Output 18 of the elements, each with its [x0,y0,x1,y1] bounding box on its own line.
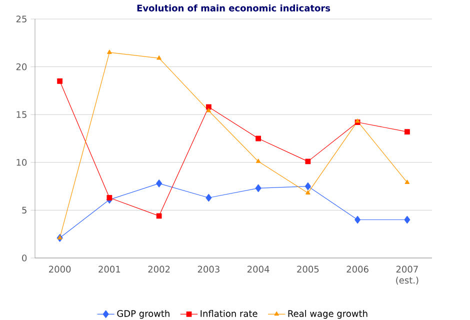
x-tick-label: 2002 [148,266,170,273]
legend-label: Real wage growth [288,310,368,319]
x-tick-label: 2006 [346,266,368,273]
y-tick-label: 25 [16,16,26,22]
y-tick-label: 0 [22,254,27,262]
x-tick-label: 2004 [248,266,270,273]
x-tick-label: 2007 (est.) [396,266,418,285]
x-tick-label: 2005 [297,266,319,273]
legend-label: GDP growth [117,310,170,319]
y-tick-label: 5 [22,206,26,214]
legend-label: Inflation rate [200,310,258,317]
y-tick-label: 15 [16,111,26,118]
y-tick-label: 20 [16,63,27,70]
chart-title: Evolution of main economic indicators [137,4,330,12]
y-tick-label: 10 [16,158,27,166]
x-tick-label: 2001 [98,266,120,273]
x-tick-label: 2003 [198,266,220,273]
x-tick-label: 2000 [49,266,71,273]
